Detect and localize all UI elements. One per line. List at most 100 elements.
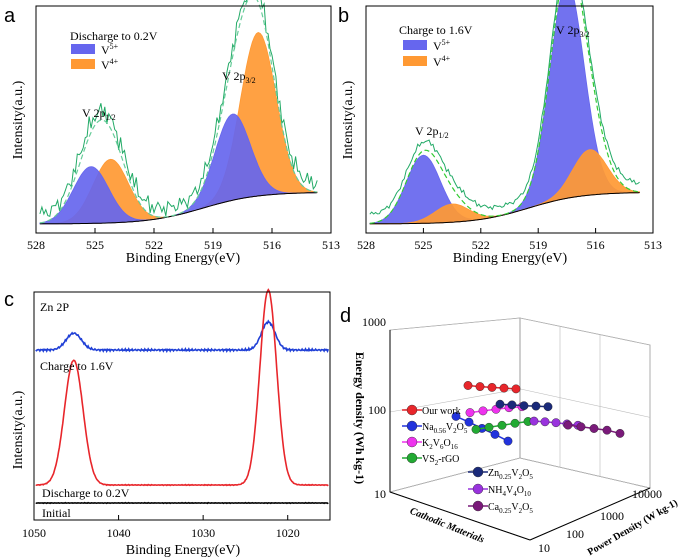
panel-d-floor <box>388 457 652 541</box>
panel-d-point-3-0 <box>471 424 481 434</box>
panel-b-xlabel: Binding Energy(eV) <box>453 251 568 266</box>
panel-a-tick-label-525: 525 <box>86 238 104 252</box>
panel-d-legend-marker-1 <box>406 420 418 432</box>
panel-d-ytick-10000: 10000 <box>632 487 662 501</box>
panel-c-xticks: 1050 1040 1030 1020 <box>22 515 300 540</box>
panel-a-tick-label-513: 513 <box>322 238 340 252</box>
panel-c-curve-initial <box>35 501 329 505</box>
panel-d-legend-marker-0 <box>406 404 418 416</box>
panel-c-tick-label-1030: 1030 <box>191 526 215 540</box>
panel-a-ylabel: Intensity(a.u.) <box>11 80 26 159</box>
panel-a-background-line <box>39 192 318 225</box>
panel-d-ytick-10: 10 <box>538 541 550 555</box>
panel-b-tick-label-513: 513 <box>644 238 662 252</box>
panel-c-curve-label-discharge: Discharge to 0.2V <box>42 486 130 500</box>
panel-a-tick-label-528: 528 <box>27 238 45 252</box>
panel-c-tick-label-1050: 1050 <box>22 526 46 540</box>
panel-a-plot <box>39 0 318 225</box>
panel-d-point-2-0 <box>465 408 475 417</box>
panel-b-plot <box>369 0 640 225</box>
panel-d-legend-label-4: Zn0.25V2O5 <box>488 468 533 481</box>
panel-a-raw-spectrum <box>39 0 318 217</box>
panel-c-curve-discharge-to-0-2v <box>35 288 329 487</box>
panel-d-x-axis <box>389 491 531 541</box>
panel-c-frame <box>33 291 331 521</box>
panel-b-fit-envelope <box>369 0 640 224</box>
panel-b-legend-label-v5: V5+ <box>433 38 451 53</box>
panel-b-tick-label-516: 516 <box>587 238 605 252</box>
panel-d-point-0-3 <box>499 383 509 393</box>
panel-d-ztick-10: 10 <box>374 487 386 501</box>
panel-a-tick-label-522: 522 <box>145 238 163 252</box>
panel-d-zlabel: Energy density (Wh kg-1) <box>353 352 367 484</box>
panel-a-letter: a <box>4 5 16 27</box>
panel-d-letter: d <box>340 305 351 327</box>
panel-b-letter: b <box>338 5 349 27</box>
panel-d-point-1-3 <box>490 429 500 439</box>
panel-d-point-3-2 <box>497 420 507 430</box>
panel-d-point-0-1 <box>475 382 485 391</box>
panel-b-legend-swatch-v4 <box>403 56 427 66</box>
panel-a-legend-swatch-v4 <box>71 59 95 69</box>
panel-a-xticks: 528 525 522 519 516 513 <box>27 228 340 252</box>
panel-c-xlabel: Binding Energy(eV) <box>126 543 241 558</box>
panel-d-point-6-0 <box>563 420 573 430</box>
panel-d-ytick-1000: 1000 <box>600 509 624 523</box>
panel-d-gridline-left-0 <box>389 317 521 331</box>
panel-a: a Discharge to 0.2V V5+ V4+ V 2p1/2 V 2p… <box>4 0 340 266</box>
panel-d-point-6-4 <box>615 428 625 438</box>
panel-d-point-3-3 <box>510 418 520 428</box>
panel-d-point-0-0 <box>463 381 473 390</box>
panel-d-legend-marker-3 <box>406 452 418 464</box>
panel-d-gridline-right-0 <box>519 317 651 346</box>
panel-d-legend-label-6: Ca0.25V2O5 <box>488 502 533 515</box>
panel-d-point-4-1 <box>507 400 517 410</box>
panel-d-point-5-2 <box>551 418 561 428</box>
panel-d-legend-marker-6 <box>472 500 484 512</box>
panel-c-letter: c <box>4 289 14 311</box>
panel-b: b Charge to 1.6V V5+ V4+ V 2p1/2 V 2p3/2… <box>338 0 662 266</box>
panel-d-legend-label-2: K2V6O16 <box>422 438 458 451</box>
panel-b-xticks: 528 525 522 519 516 513 <box>357 228 662 252</box>
panel-d-point-1-4 <box>503 436 513 446</box>
panel-d-point-4-0 <box>495 399 505 409</box>
panel-d-ylabel: Power Density (W kg-1) <box>586 498 680 559</box>
panel-d-legend-label-5: NH4V4O10 <box>488 485 531 498</box>
panel-d-points <box>451 381 625 446</box>
panel-d-point-6-3 <box>602 425 612 435</box>
panel-c-title: Zn 2P <box>40 300 69 314</box>
panel-a-xlabel: Binding Energy(eV) <box>126 251 241 266</box>
panel-c-curve-label-initial: Initial <box>42 506 71 520</box>
panel-b-peak-label-1: V 2p1/2 <box>415 124 449 140</box>
panel-d-legend-label-1: Na0.56V2O5 <box>422 422 468 435</box>
panel-a-legend-swatch-v5 <box>71 44 95 54</box>
panel-b-raw-spectrum <box>369 0 640 215</box>
panel-b-legend-swatch-v5 <box>403 40 427 50</box>
panel-b-tick-label-519: 519 <box>529 238 547 252</box>
panel-b-tick-label-525: 525 <box>414 238 432 252</box>
panel-d-gridline-left-2 <box>389 457 521 493</box>
panel-c-ylabel: Intensity(a.u.) <box>11 390 26 469</box>
panel-d-legend-label-0: Our work <box>422 406 461 417</box>
panel-d-gridline-right-2 <box>519 457 651 489</box>
panel-c-curve-label-charge: Charge to 1.6V <box>40 359 114 373</box>
panel-a-legend-title: Discharge to 0.2V <box>70 29 158 43</box>
panel-d-gridline-right-1 <box>519 388 651 418</box>
panel-a-frame <box>35 5 332 234</box>
panel-a-legend-label-v5: V5+ <box>101 42 119 57</box>
panel-b-legend-label-v4: V4+ <box>433 54 451 69</box>
panel-d: d 1000 100 10 Energy density (Wh kg-1) C… <box>340 305 680 558</box>
panel-d-y-axis <box>529 487 651 541</box>
panel-b-peak-label-2: V 2p3/2 <box>556 23 590 39</box>
panel-b-legend-title: Charge to 1.6V <box>399 23 473 37</box>
panel-d-legend-label-3: VS2-rGO <box>422 454 459 467</box>
panel-a-fit-envelope <box>39 0 318 224</box>
panel-d-ztick-1000: 1000 <box>362 315 386 329</box>
panel-d-point-0-4 <box>511 384 521 394</box>
panel-b-tick-label-528: 528 <box>357 238 375 252</box>
panel-d-legend-marker-5 <box>472 483 484 495</box>
panel-a-legend-label-v4: V4+ <box>101 57 119 72</box>
panel-b-tick-label-522: 522 <box>472 238 490 252</box>
panel-a-peak-label-2: V 2p3/2 <box>222 69 256 85</box>
